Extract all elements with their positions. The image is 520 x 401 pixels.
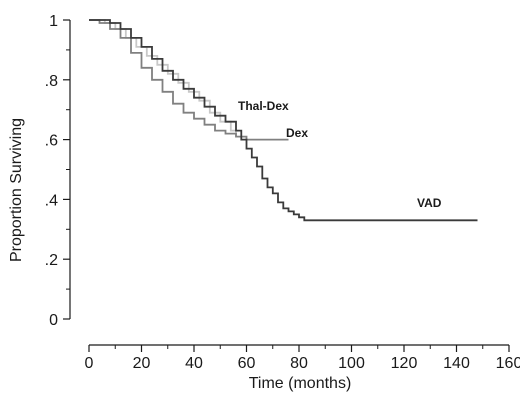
survival-curves [89, 19, 478, 222]
curve-thal-dex [89, 19, 237, 137]
y-tick-label: .6 [45, 133, 58, 150]
x-tick-label: 60 [238, 355, 256, 372]
axes: 0 20 40 60 80 100 120 140 160 0 .2 .4 .6 .8 1 [45, 13, 520, 372]
y-tick-label: .2 [45, 252, 58, 269]
series-label-thal-dex: Thal-Dex [238, 99, 289, 113]
x-axis-title: Time (months) [249, 375, 352, 392]
series-labels: Thal-Dex Dex VAD [238, 99, 442, 210]
curve-vad [89, 19, 478, 222]
x-tick-label: 20 [133, 355, 151, 372]
y-axis-title: Proportion Surviving [8, 118, 25, 262]
y-tick-label: 1 [49, 13, 58, 30]
x-tick-label: 40 [185, 355, 203, 372]
x-tick-label: 140 [443, 355, 470, 372]
x-tick-label: 160 [496, 355, 520, 372]
y-tick-label: 0 [49, 312, 58, 329]
series-label-vad: VAD [417, 196, 442, 210]
y-tick-label: .8 [45, 73, 58, 90]
y-tick-label: .4 [45, 192, 58, 209]
x-tick-label: 120 [391, 355, 418, 372]
x-tick-label: 80 [290, 355, 308, 372]
x-tick-label: 0 [85, 355, 94, 372]
curve-dex [89, 19, 289, 141]
x-tick-label: 100 [338, 355, 365, 372]
series-label-dex: Dex [286, 126, 308, 140]
